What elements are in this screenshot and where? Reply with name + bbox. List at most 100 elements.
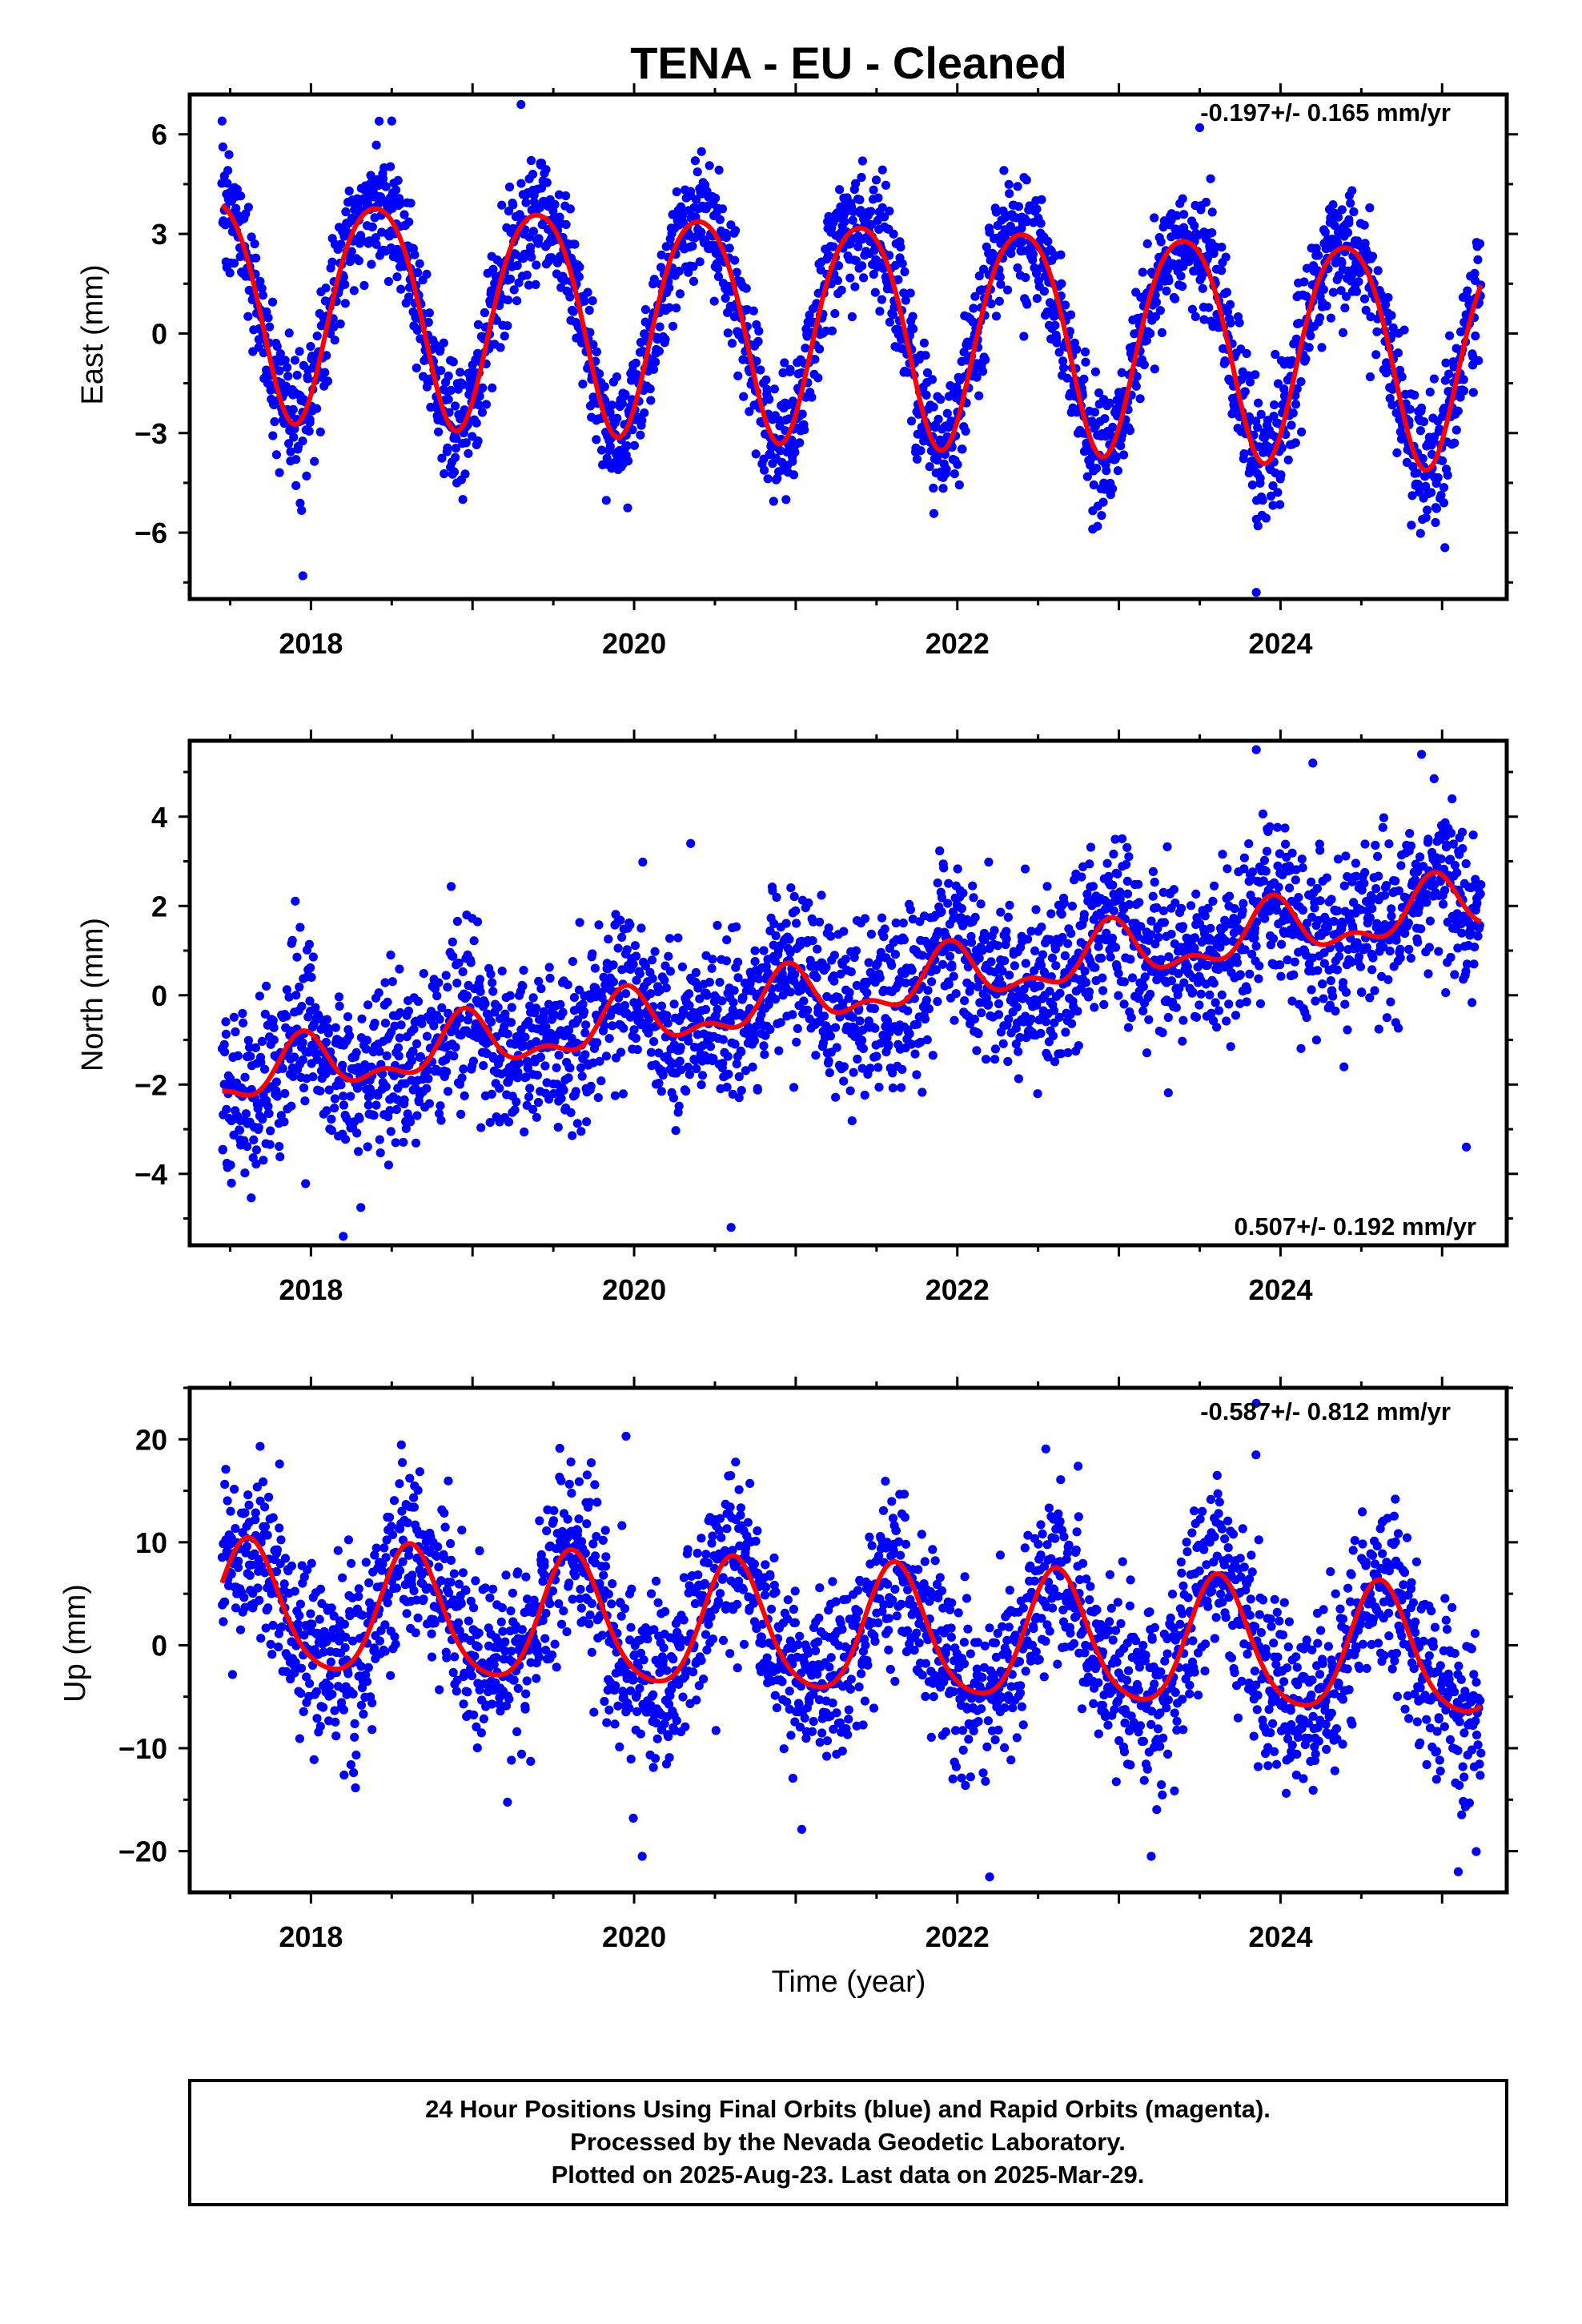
data-point	[875, 307, 885, 316]
data-point	[308, 952, 318, 962]
data-point	[476, 1123, 486, 1132]
data-point	[308, 1072, 318, 1082]
data-point	[1032, 294, 1042, 304]
data-point	[734, 1093, 744, 1103]
data-point	[791, 906, 801, 915]
data-point	[265, 322, 275, 332]
data-point	[1032, 268, 1042, 279]
data-point	[1025, 201, 1034, 211]
data-point	[1283, 455, 1293, 464]
data-point	[1054, 1012, 1064, 1022]
data-point	[1178, 282, 1187, 292]
data-point	[1223, 307, 1233, 316]
data-point	[953, 864, 962, 874]
data-point	[1299, 277, 1309, 287]
data-point	[565, 1063, 575, 1073]
data-point	[1204, 303, 1214, 312]
data-point	[1252, 917, 1262, 927]
data-point	[830, 1023, 841, 1032]
data-point	[1311, 243, 1321, 253]
data-point	[1251, 588, 1261, 597]
data-point	[434, 1109, 444, 1119]
data-point	[1036, 960, 1046, 970]
data-point	[410, 250, 420, 259]
data-point	[1280, 823, 1290, 833]
data-point	[452, 916, 463, 927]
data-point	[478, 383, 488, 392]
data-point	[564, 1073, 573, 1083]
data-point	[689, 262, 698, 271]
data-point	[944, 979, 954, 989]
data-point	[405, 1117, 416, 1127]
data-point	[506, 1018, 516, 1027]
data-point	[1235, 318, 1244, 328]
data-point	[691, 967, 701, 978]
data-point	[1340, 303, 1350, 313]
data-point	[829, 242, 838, 251]
data-point	[1056, 250, 1066, 259]
data-point	[474, 400, 484, 410]
data-point	[723, 328, 733, 338]
data-point	[1037, 195, 1046, 204]
data-point	[705, 161, 714, 171]
data-point	[897, 1083, 906, 1092]
data-point	[282, 1011, 291, 1021]
data-point	[718, 1059, 728, 1068]
x-tick-label: 2022	[926, 627, 990, 660]
data-point	[1156, 237, 1166, 247]
data-point	[564, 1025, 574, 1035]
x-tick-label: 2024	[1248, 627, 1312, 660]
data-point	[1331, 1006, 1340, 1016]
data-point	[539, 1007, 548, 1016]
data-point	[327, 257, 337, 267]
data-point	[1373, 266, 1383, 275]
data-point	[860, 914, 870, 923]
data-point	[263, 1101, 273, 1112]
data-point	[1043, 1052, 1053, 1062]
data-point	[695, 994, 705, 1003]
data-point	[928, 1051, 938, 1060]
data-point	[528, 170, 538, 179]
data-point	[1000, 956, 1010, 966]
data-point	[993, 941, 1002, 951]
data-point	[1002, 934, 1011, 944]
data-point	[885, 317, 894, 327]
data-point	[737, 1047, 746, 1057]
data-point	[1322, 301, 1331, 311]
data-point	[1082, 472, 1092, 481]
data-point	[223, 166, 233, 175]
data-point	[595, 369, 604, 379]
data-point	[1306, 331, 1315, 340]
data-point	[1195, 123, 1205, 133]
data-point	[413, 996, 424, 1007]
data-point	[572, 1119, 582, 1128]
data-point	[824, 211, 833, 221]
data-point	[750, 957, 760, 967]
data-point	[1146, 916, 1156, 926]
data-point	[1049, 1006, 1059, 1015]
data-point	[650, 947, 660, 956]
data-point	[1334, 212, 1343, 222]
data-point	[1094, 388, 1104, 398]
data-point	[355, 1114, 364, 1124]
data-point	[632, 1045, 642, 1055]
data-point	[715, 978, 725, 987]
data-point	[891, 918, 901, 928]
data-point	[1028, 250, 1038, 259]
data-point	[994, 296, 1004, 306]
data-point	[618, 1089, 628, 1099]
data-point	[259, 1156, 268, 1165]
data-point	[386, 1127, 396, 1136]
data-point	[741, 283, 751, 293]
data-point	[448, 357, 458, 367]
data-point	[1367, 251, 1378, 261]
data-point	[1052, 338, 1062, 348]
data-point	[1392, 448, 1402, 458]
data-point	[363, 1100, 373, 1110]
data-point	[336, 1080, 346, 1090]
data-point	[436, 1101, 445, 1111]
data-point	[451, 444, 461, 453]
data-point	[442, 1067, 452, 1076]
data-point	[866, 207, 876, 216]
data-point	[851, 256, 861, 266]
